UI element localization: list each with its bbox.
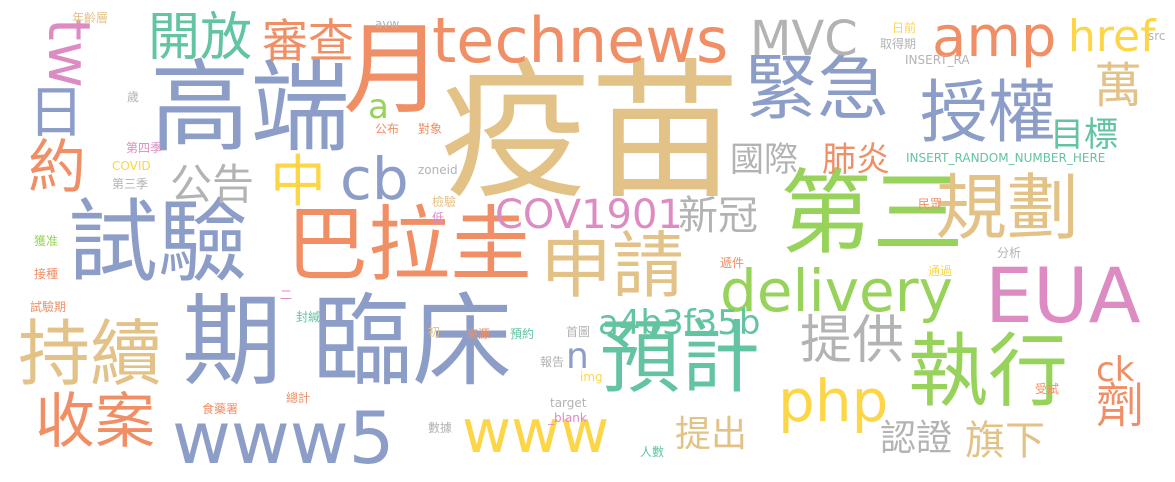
word-4: 第三 <box>780 160 965 267</box>
word-40: 目標 <box>1050 115 1118 155</box>
word-79: target <box>550 396 587 410</box>
word-7: 試驗 <box>68 190 248 295</box>
word-32: href <box>1068 11 1156 62</box>
word-66: 分析 <box>997 246 1022 260</box>
word-15: 預計 <box>600 311 760 404</box>
word-35: COV1901 <box>495 192 683 238</box>
word-71: 試驗期 <box>30 300 67 314</box>
word-3: 月 <box>343 11 443 128</box>
word-14: 持續 <box>18 312 163 396</box>
word-58: COVID <box>112 159 151 173</box>
word-6: 期 <box>182 283 282 400</box>
word-54: 歲 <box>127 90 140 104</box>
word-80: _blank <box>548 411 587 425</box>
word-9: 緊急 <box>745 46 890 130</box>
word-47: a <box>368 87 389 127</box>
word-8: 巴拉圭 <box>286 198 533 293</box>
word-13: EUA <box>985 251 1141 340</box>
word-63: 低 <box>432 211 445 225</box>
word-45: ck <box>1096 350 1135 390</box>
word-26: 日 <box>28 81 84 146</box>
word-21: amp <box>932 5 1057 70</box>
word-51: 取得期 <box>880 37 917 51</box>
word-76: 首圖 <box>566 325 591 339</box>
word-29: 提供 <box>800 311 905 371</box>
word-56: 對象 <box>418 122 443 136</box>
word-33: 萬 <box>1094 58 1143 114</box>
word-67: 接種 <box>34 267 59 281</box>
word-22: cb <box>340 145 409 213</box>
word-84: 數據 <box>428 421 453 435</box>
word-11: 規劃 <box>935 166 1080 250</box>
word-81: 受試 <box>1035 382 1060 396</box>
word-17: www5 <box>172 396 395 480</box>
word-19: www <box>462 397 610 467</box>
word-55: 公布 <box>375 122 400 136</box>
word-20: php <box>778 367 889 435</box>
word-24: 開放 <box>148 8 253 68</box>
word-46: n <box>566 336 589 377</box>
word-31: 審查 <box>262 14 354 68</box>
word-30: MVC <box>750 11 858 67</box>
word-77: 報告 <box>540 355 565 369</box>
word-12: 申請 <box>540 224 685 308</box>
word-38: 國際 <box>730 140 798 180</box>
word-0: 疫苗 <box>440 46 741 220</box>
word-73: 初 <box>428 325 441 339</box>
word-49: avw <box>375 17 400 31</box>
word-70: 二 <box>280 288 293 302</box>
word-1: technews <box>432 4 729 77</box>
word-5: 臨床 <box>312 283 512 400</box>
word-37: a4b3f35b <box>598 303 761 343</box>
word-34: 公告 <box>170 160 255 209</box>
word-52: src <box>1148 29 1166 43</box>
word-62: 檢驗 <box>432 195 457 209</box>
word-69: 通過 <box>928 264 953 278</box>
word-68: 遞件 <box>720 256 745 270</box>
word-60: zoneid <box>418 163 458 177</box>
word-72: 封緘 <box>296 310 321 324</box>
word-36: 新冠 <box>678 193 758 239</box>
word-2: 高端 <box>150 49 350 166</box>
word-78: img <box>580 370 603 384</box>
word-65: 獲准 <box>34 234 59 248</box>
word-57: 第四季 <box>126 141 163 155</box>
word-41: 提出 <box>675 414 748 455</box>
word-50: 日前 <box>892 21 917 35</box>
word-61: INSERT_RANDOM_NUMBER_HERE <box>906 151 1106 165</box>
word-25: tw <box>35 18 103 89</box>
word-27: 約 <box>28 133 87 201</box>
word-18: delivery <box>720 257 953 325</box>
word-43: 旗下 <box>965 418 1045 464</box>
word-23: 收案 <box>35 387 155 457</box>
word-16: 執行 <box>908 325 1068 418</box>
word-83: 總計 <box>286 391 311 405</box>
word-64: 民眾 <box>918 197 943 211</box>
word-74: 來源 <box>466 327 491 341</box>
word-82: 食藥署 <box>202 402 239 416</box>
word-75: 預約 <box>510 327 535 341</box>
word-59: 第三季 <box>112 177 149 191</box>
word-28: 中 <box>270 150 326 215</box>
word-44: 劑 <box>1096 378 1145 434</box>
word-39: 肺炎 <box>822 140 890 180</box>
word-42: 認證 <box>880 418 953 459</box>
word-10: 授權 <box>920 74 1057 153</box>
word-85: 人數 <box>640 445 665 459</box>
word-48: 年齡層 <box>72 11 109 25</box>
word-53: INSERT_RA <box>905 53 970 67</box>
